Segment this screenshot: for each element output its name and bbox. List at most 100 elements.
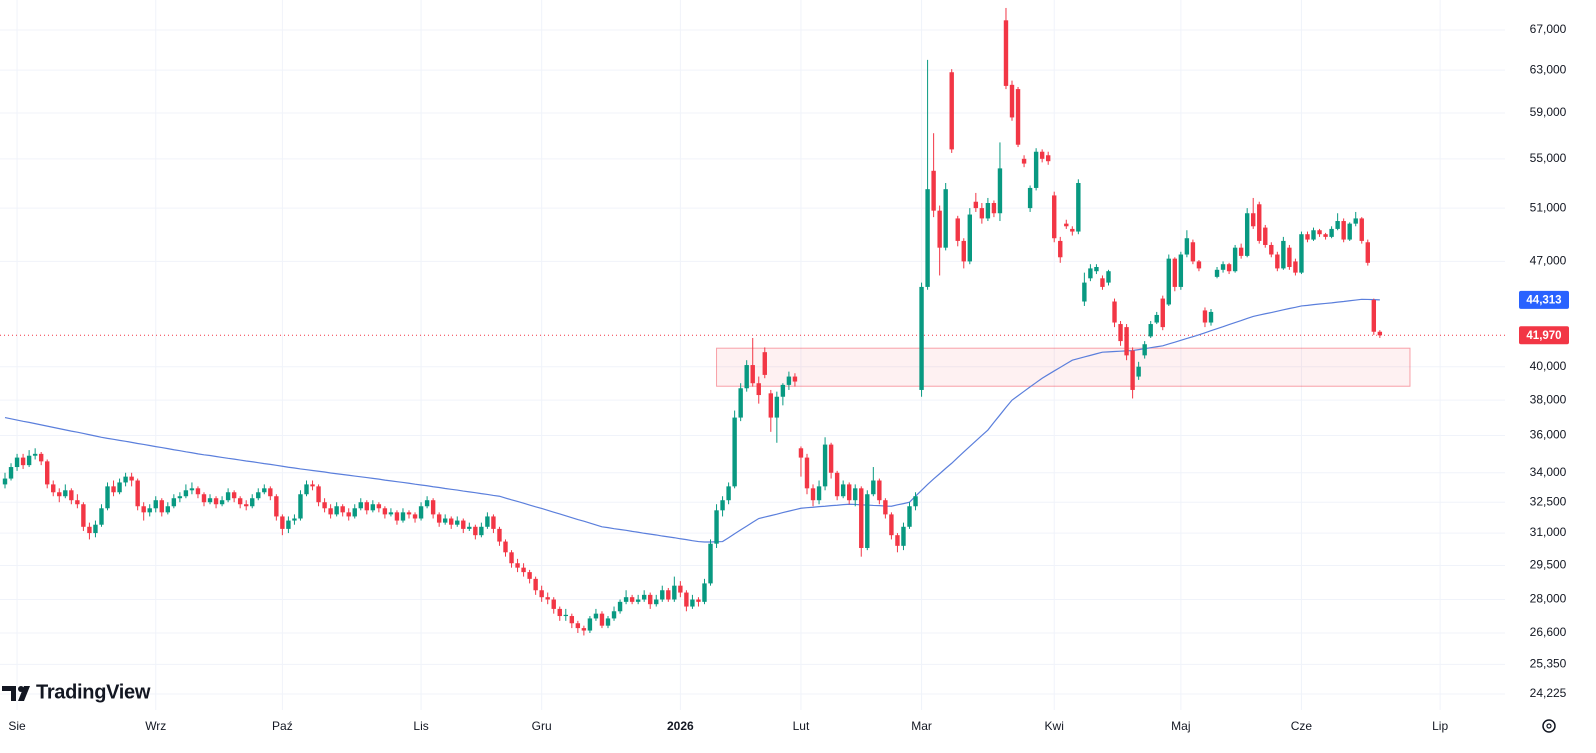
- y-tick-label: 63,000: [1530, 62, 1567, 76]
- candle-body: [1377, 331, 1383, 336]
- candle-body: [714, 510, 719, 544]
- candle-body: [231, 492, 237, 499]
- candle-body: [629, 597, 635, 602]
- candle-body: [611, 611, 617, 619]
- y-tick-label: 32,500: [1530, 494, 1567, 508]
- candle-body: [641, 594, 647, 600]
- x-tick-label: Lis: [413, 719, 428, 733]
- candle-body: [889, 514, 894, 536]
- candle-body: [1365, 242, 1370, 263]
- candle-body: [798, 448, 804, 458]
- candle-body: [708, 543, 713, 584]
- candle-body: [213, 498, 219, 505]
- x-tick-label: Lut: [793, 719, 810, 733]
- candle-body: [1329, 228, 1334, 237]
- candle-body: [358, 502, 363, 509]
- y-tick-label: 40,000: [1530, 359, 1567, 373]
- candle-body: [45, 461, 50, 485]
- candle-body: [412, 514, 418, 519]
- candle-body: [334, 506, 339, 515]
- candle-body: [436, 514, 442, 523]
- candle-body: [1263, 227, 1268, 245]
- candle-body: [473, 526, 478, 536]
- candle-body: [979, 208, 985, 219]
- candle-body: [1202, 310, 1208, 323]
- candle-body: [382, 508, 388, 515]
- candle-body: [1009, 84, 1015, 118]
- settings-icon-center[interactable]: [1546, 723, 1552, 729]
- candle-body: [225, 492, 231, 501]
- settings-button[interactable]: [1542, 719, 1556, 733]
- candle-body: [672, 585, 677, 600]
- candle-body: [1058, 240, 1063, 258]
- candle-body: [1154, 314, 1159, 323]
- candle-body: [1045, 155, 1051, 162]
- candle-body: [286, 520, 291, 529]
- candle-body: [479, 526, 484, 536]
- candle-body: [135, 480, 140, 507]
- candle-body: [1039, 151, 1045, 159]
- candle-body: [418, 506, 424, 519]
- candle-body: [1106, 271, 1111, 283]
- candle-body: [1226, 264, 1232, 272]
- candle-body: [406, 512, 412, 515]
- candle-body: [599, 613, 605, 626]
- candle-body: [1287, 247, 1292, 268]
- candle-body: [696, 599, 701, 602]
- candle-body: [533, 578, 538, 591]
- candle-body: [376, 504, 382, 509]
- candle-body: [1317, 230, 1322, 235]
- candle-body: [141, 506, 146, 513]
- candle-body: [485, 516, 490, 527]
- candle-body: [1100, 278, 1105, 287]
- candle-body: [189, 488, 195, 491]
- y-tick-label: 25,350: [1530, 657, 1567, 671]
- candle-body: [298, 494, 303, 519]
- candle-body: [654, 599, 659, 605]
- candle-body: [937, 210, 942, 248]
- settings-icon[interactable]: [1542, 719, 1556, 733]
- candle-body: [581, 628, 587, 631]
- candle-body: [237, 498, 243, 505]
- candle-body: [1142, 344, 1147, 356]
- candle-body: [1088, 268, 1093, 279]
- candle-body: [1335, 221, 1340, 229]
- candle-body: [461, 520, 466, 529]
- candle-body: [75, 500, 80, 505]
- candle-body: [328, 508, 333, 515]
- candle-body: [455, 520, 460, 525]
- candle-body: [183, 490, 189, 497]
- price-label-box: [1519, 326, 1569, 345]
- candle-body: [648, 594, 653, 605]
- candle-body: [551, 599, 556, 609]
- candle-body: [1214, 269, 1220, 277]
- candle-body: [340, 506, 345, 513]
- candle-body: [1015, 89, 1021, 145]
- candle-body: [1257, 204, 1262, 241]
- candle-body: [352, 508, 357, 517]
- candle-body: [195, 488, 201, 495]
- candle-body: [955, 218, 960, 241]
- candle-body: [1353, 218, 1358, 224]
- candle-body: [1178, 254, 1184, 287]
- candle-body: [1052, 195, 1057, 239]
- candle-body: [388, 512, 394, 515]
- candle-body: [967, 214, 972, 262]
- candle-body: [51, 484, 56, 493]
- candle-body: [1220, 264, 1226, 270]
- candle-body: [919, 286, 924, 390]
- candle-body: [1136, 366, 1141, 377]
- y-tick-label: 29,500: [1530, 558, 1567, 572]
- candle-body: [991, 203, 997, 214]
- y-tick-label: 55,000: [1530, 151, 1567, 165]
- candle-body: [1238, 247, 1244, 256]
- y-tick-label: 47,000: [1530, 254, 1567, 268]
- candle-body: [527, 572, 532, 579]
- candle-body: [834, 472, 840, 497]
- y-tick-label: 26,600: [1530, 625, 1567, 639]
- candle-body: [997, 168, 1003, 214]
- candle-body: [442, 518, 448, 523]
- candle-body: [1166, 258, 1171, 305]
